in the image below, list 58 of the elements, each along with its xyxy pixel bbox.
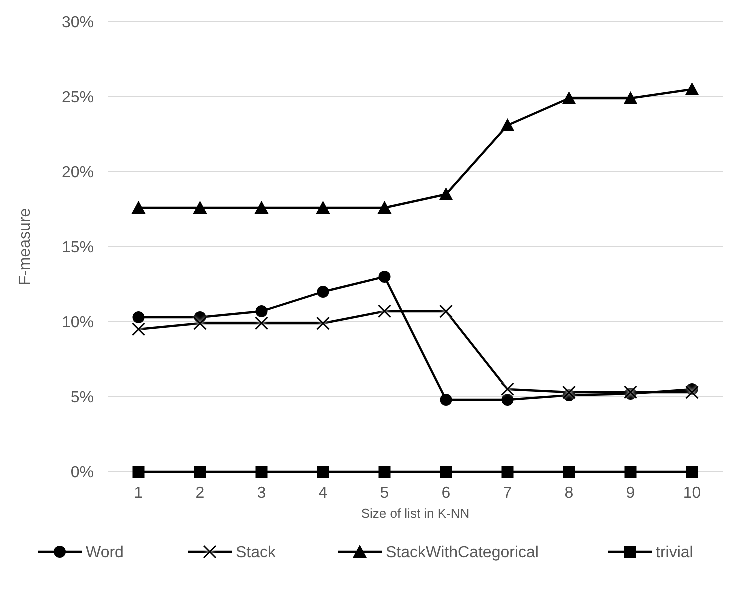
point	[439, 188, 454, 200]
legend-label: Word	[86, 544, 124, 562]
point	[316, 316, 330, 330]
point	[378, 304, 392, 318]
x-tick-label: 10	[683, 485, 702, 502]
y-tick-label: 0%	[70, 464, 94, 482]
point	[255, 316, 268, 330]
point	[378, 201, 392, 214]
x-tick-label: 7	[503, 485, 512, 502]
point	[132, 466, 145, 478]
legend-label: trivial	[656, 544, 694, 562]
point	[193, 201, 208, 214]
point	[317, 466, 330, 478]
y-axis-title: F-measure	[17, 208, 34, 286]
point	[562, 386, 576, 400]
point	[378, 466, 391, 478]
point	[624, 386, 638, 400]
point	[316, 201, 330, 214]
point	[624, 466, 637, 478]
y-tick-label: 20%	[62, 164, 94, 182]
x-tick-label: 5	[380, 485, 390, 502]
point	[624, 92, 638, 104]
x-tick-label: 4	[318, 485, 328, 502]
x-tick-label: 2	[196, 485, 205, 502]
point	[254, 201, 269, 214]
x-tick-label: 1	[134, 485, 144, 502]
point	[132, 201, 146, 214]
point	[502, 466, 514, 478]
point	[378, 271, 391, 283]
x-tick-label: 8	[564, 485, 574, 502]
point	[686, 466, 698, 478]
point	[501, 382, 514, 396]
point	[256, 306, 268, 318]
point	[563, 466, 576, 478]
point	[500, 118, 515, 132]
y-tick-label: 5%	[70, 390, 94, 407]
point	[686, 386, 699, 400]
point	[502, 394, 514, 406]
y-tick-label: 15%	[62, 240, 94, 257]
point	[440, 304, 453, 318]
point	[132, 322, 146, 336]
point	[440, 394, 452, 406]
y-tick-label: 30%	[62, 14, 94, 32]
point	[194, 466, 206, 478]
x-tick-label: 3	[257, 485, 266, 502]
point	[132, 312, 145, 324]
x-tick-label: 6	[442, 485, 451, 502]
legend-label: StackWithCategorical	[386, 544, 539, 562]
y-tick-label: 10%	[62, 314, 94, 332]
legend-label: Stack	[236, 544, 278, 562]
point	[685, 82, 700, 96]
point	[317, 286, 330, 298]
point	[256, 466, 268, 478]
point	[562, 92, 576, 104]
point	[440, 466, 452, 478]
y-tick-label: 25%	[62, 90, 94, 107]
x-tick-label: 9	[626, 485, 636, 502]
x-axis-title: Size of list in K-NN	[361, 506, 470, 521]
